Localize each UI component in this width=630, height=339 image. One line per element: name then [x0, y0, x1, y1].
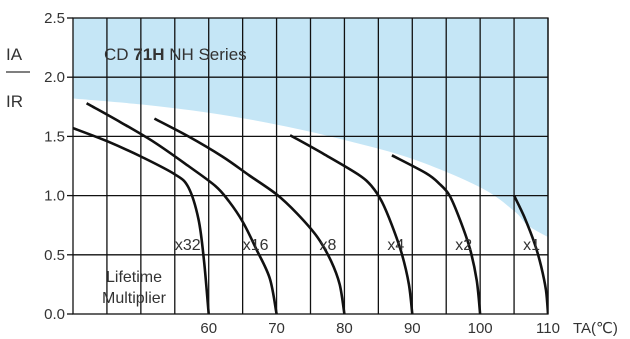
note-line-2: Multiplier	[102, 290, 167, 307]
plot-frame	[72, 17, 549, 315]
y-tick-label: 1.5	[44, 128, 65, 145]
series-label-x2: x2	[455, 237, 472, 254]
x-tick-label: 80	[336, 320, 353, 337]
x-tick-label: 110	[536, 320, 560, 337]
labels: CD 71H NH Series IA IR TA(℃) Lifetime Mu…	[6, 10, 618, 337]
y-tick-label: 1.0	[44, 188, 65, 205]
title-part-model: 71H	[133, 45, 164, 64]
x-tick-label: 90	[404, 320, 421, 337]
x-tick-label: 100	[468, 320, 493, 337]
x-tick-label: 60	[200, 320, 217, 337]
y-label-denominator: IR	[6, 92, 23, 111]
curves	[73, 102, 548, 314]
y-tick-label: 0.0	[44, 306, 65, 323]
series-label-x1: x1	[523, 237, 540, 254]
title-part-prefix: CD	[104, 45, 133, 64]
series-line-x8	[153, 117, 346, 314]
series-label-x4: x4	[387, 237, 404, 254]
gridlines	[67, 17, 549, 315]
title-part-suffix: NH Series	[164, 45, 246, 64]
series-line-x16	[85, 102, 278, 314]
note-line-1: Lifetime	[106, 269, 162, 286]
series-line-x32	[73, 126, 210, 314]
chart-title: CD 71H NH Series	[104, 45, 247, 64]
series-line-x1	[512, 195, 548, 314]
y-label-numerator: IA	[6, 45, 23, 64]
x-axis-label: TA(℃)	[573, 320, 618, 337]
y-tick-label: 2.0	[44, 69, 65, 86]
x-tick-label: 70	[268, 320, 285, 337]
y-tick-label: 2.5	[44, 10, 65, 27]
series-label-x16: x16	[243, 237, 269, 254]
series-label-x32: x32	[175, 237, 201, 254]
series-line-x4	[289, 134, 414, 314]
series-line-x2	[391, 154, 482, 314]
y-tick-label: 0.5	[44, 247, 65, 264]
series-label-x8: x8	[320, 237, 337, 254]
